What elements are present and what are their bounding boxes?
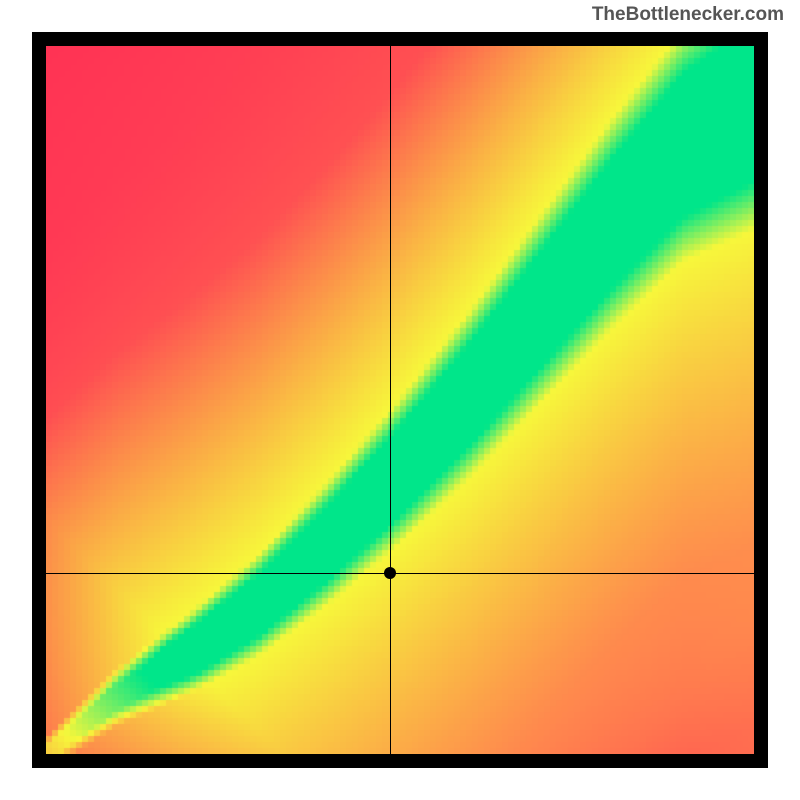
crosshair-horizontal [46,573,754,574]
watermark-text: TheBottlenecker.com [592,4,784,26]
heatmap-canvas [46,46,754,754]
marker-dot [384,567,396,579]
chart-container: TheBottlenecker.com [0,0,800,800]
plot-area [46,46,754,754]
crosshair-vertical [390,46,391,754]
